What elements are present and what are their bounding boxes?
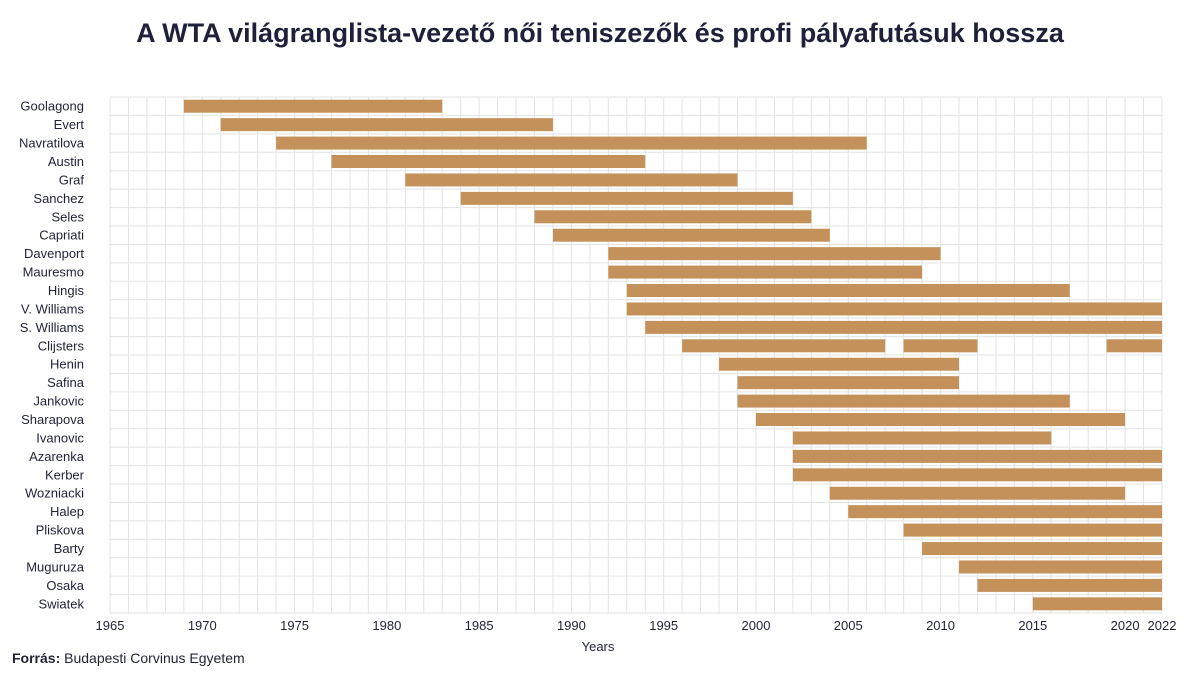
y-tick-label: Mauresmo [23, 265, 84, 280]
y-tick-label: Sharapova [21, 412, 85, 427]
bar [737, 376, 959, 390]
y-axis-labels: Goolagong Evert Navratilova Austin Graf Sanch… [19, 99, 85, 612]
source-text: Budapesti Corvinus Egyetem [64, 650, 245, 666]
bar [220, 118, 553, 132]
x-tick-label: 2010 [926, 618, 955, 633]
bar [977, 578, 1162, 592]
bar [460, 191, 793, 205]
y-tick-label: Muguruza [26, 559, 85, 574]
y-tick-label: Clijsters [38, 338, 85, 353]
bar [534, 210, 812, 224]
y-tick-label: V. Williams [21, 301, 85, 316]
y-tick-label: Evert [54, 117, 85, 132]
bar [848, 505, 1162, 519]
y-tick-label: Sanchez [33, 191, 84, 206]
bar [276, 136, 867, 150]
x-tick-label: 2022 [1148, 618, 1177, 633]
bar [608, 247, 941, 261]
bar [792, 449, 1162, 463]
bar [1032, 597, 1162, 611]
x-axis-ticks: 1965 1970 1975 1980 1985 1990 1995 2000 2005 2010… [96, 618, 1177, 633]
x-tick-label: 2020 [1111, 618, 1140, 633]
y-tick-label: Kerber [45, 467, 85, 482]
source-note: Forrás: Budapesti Corvinus Egyetem [12, 650, 245, 666]
bar [331, 155, 646, 169]
bar [829, 486, 1126, 500]
y-tick-label: Pliskova [36, 523, 85, 538]
y-tick-label: Safina [47, 375, 85, 390]
bar [922, 542, 1162, 556]
y-tick-label: Capriati [39, 228, 84, 243]
y-tick-label: Barty [54, 541, 85, 556]
y-tick-label: Graf [59, 172, 85, 187]
bar [903, 339, 978, 353]
y-tick-label: Davenport [24, 246, 84, 261]
bars [183, 99, 1162, 611]
x-axis-label: Years [582, 639, 615, 654]
x-tick-label: 1985 [465, 618, 494, 633]
bar [626, 284, 1070, 298]
x-tick-label: 1975 [280, 618, 309, 633]
x-tick-label: 2000 [742, 618, 771, 633]
y-tick-label: Hingis [48, 283, 85, 298]
chart-title: A WTA világranglista-vezető női teniszez… [136, 18, 1064, 48]
y-tick-label: S. Williams [20, 320, 85, 335]
y-tick-label: Seles [51, 209, 84, 224]
y-tick-label: Goolagong [20, 99, 84, 114]
source-label: Forrás: [12, 650, 61, 666]
bar [183, 99, 443, 113]
bar [1106, 339, 1162, 353]
y-tick-label: Navratilova [19, 136, 85, 151]
bar [626, 302, 1162, 316]
y-tick-label: Osaka [46, 578, 84, 593]
y-tick-label: Wozniacki [25, 486, 84, 501]
x-tick-label: 1965 [96, 618, 125, 633]
bar [792, 468, 1162, 482]
bar [755, 413, 1126, 427]
y-tick-label: Henin [50, 357, 84, 372]
bar [405, 173, 738, 187]
y-tick-label: Halep [50, 504, 84, 519]
bar [719, 357, 959, 371]
x-tick-label: 2015 [1018, 618, 1047, 633]
y-tick-label: Austin [48, 154, 84, 169]
bar [792, 431, 1052, 445]
y-tick-label: Jankovic [33, 394, 84, 409]
bar [645, 320, 1162, 334]
bar [552, 228, 830, 242]
grid [109, 96, 1163, 614]
bar [682, 339, 886, 353]
y-tick-label: Swiatek [38, 596, 84, 611]
bar [608, 265, 923, 279]
bar [903, 523, 1162, 537]
x-tick-label: 1970 [188, 618, 217, 633]
x-tick-label: 1980 [372, 618, 401, 633]
y-tick-label: Azarenka [29, 449, 85, 464]
bar [737, 394, 1070, 408]
x-tick-label: 1990 [557, 618, 586, 633]
x-tick-label: 1995 [649, 618, 678, 633]
bar [958, 560, 1162, 574]
y-tick-label: Ivanovic [36, 430, 84, 445]
x-tick-label: 2005 [834, 618, 863, 633]
